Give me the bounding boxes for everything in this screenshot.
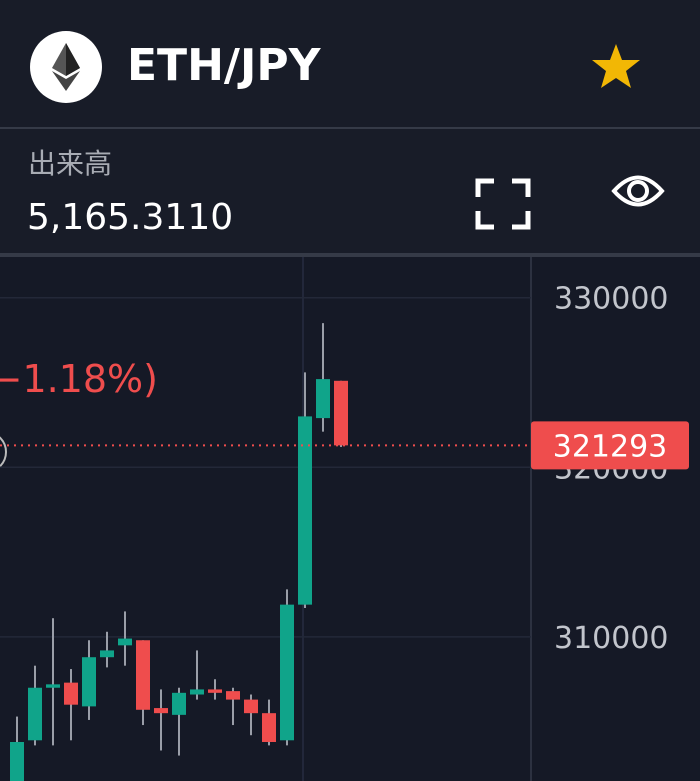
last-price-label: 321293	[553, 429, 668, 464]
volume-label: 出来高	[28, 147, 112, 180]
candle-body	[262, 713, 276, 742]
candle-body	[280, 604, 294, 741]
fullscreen-icon[interactable]	[475, 178, 531, 230]
last-price-tag	[531, 421, 689, 470]
divider	[0, 253, 700, 257]
candle-body	[136, 640, 150, 710]
candles	[10, 323, 348, 781]
candle-body	[154, 708, 168, 714]
candle-body	[46, 684, 60, 688]
candle-body	[208, 689, 222, 693]
candle-body	[172, 692, 186, 715]
candle-body	[334, 380, 348, 446]
side-button[interactable]	[0, 432, 7, 472]
candle-body	[100, 650, 114, 658]
overlay: 321293	[0, 421, 689, 470]
candle-body	[28, 687, 42, 741]
eth-logo	[30, 31, 102, 103]
candle-body	[226, 691, 240, 700]
change-text: −1.18%)	[0, 357, 158, 401]
candle-body	[190, 689, 204, 695]
favorite-star[interactable]	[592, 44, 640, 88]
candle-body	[82, 657, 96, 707]
y-tick-label: 310000	[554, 621, 669, 656]
candle-body	[298, 416, 312, 605]
candle-body	[244, 699, 258, 714]
y-tick-label: 330000	[554, 282, 669, 317]
divider	[0, 127, 700, 129]
candle-body	[10, 741, 24, 781]
eye-icon[interactable]	[611, 175, 665, 207]
candle-body	[64, 682, 78, 705]
chart-area	[0, 257, 700, 781]
pair-title: ETH/JPY	[127, 40, 322, 91]
candle-body	[118, 638, 132, 646]
candle-body	[316, 379, 330, 419]
volume-value: 5,165.3110	[27, 197, 233, 238]
